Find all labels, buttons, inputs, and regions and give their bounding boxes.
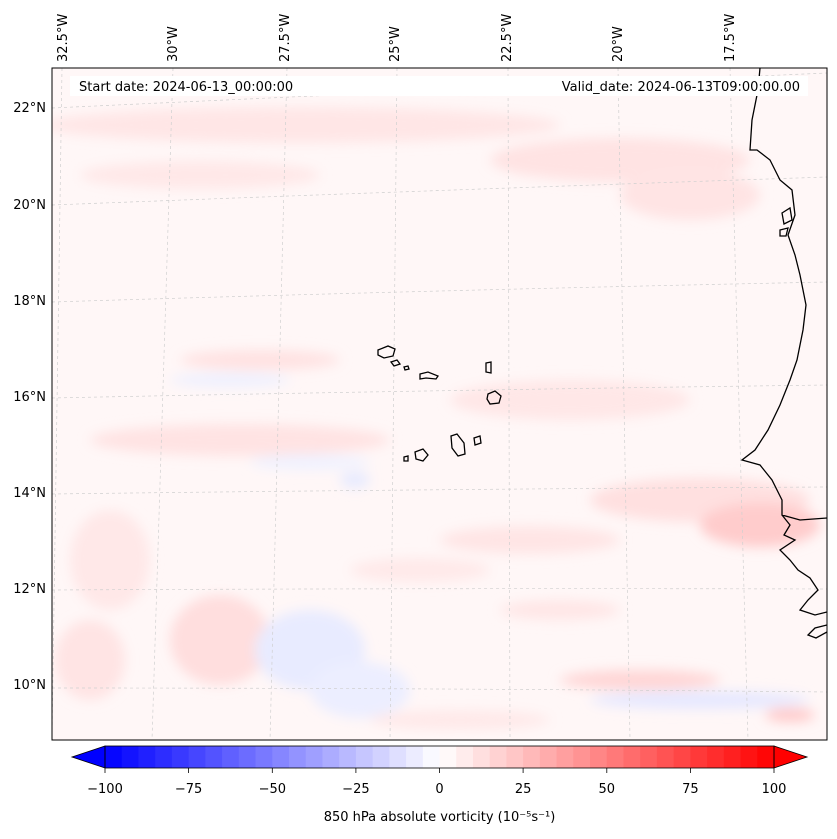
lat-label-12n: 12°N [13,582,46,597]
lon-label-17-5w: 17.5°W [723,14,738,62]
valid-date-text: Valid_date: 2024-06-13T09:00:00.00 [562,80,800,95]
colorbar-tick-label: −100 [87,782,123,797]
island-santa-luzia [403,365,410,371]
lon-label-27-5w: 27.5°W [278,14,293,62]
island-sal [485,361,492,374]
header-info-box [70,76,808,96]
colorbar-cell [105,746,123,768]
lon-label-20w: 20°W [611,26,626,62]
colorbar-cell [640,746,658,768]
coast-islet-2 [779,227,789,237]
island-santiago [450,433,466,457]
colorbar-tick-label: −75 [175,782,202,797]
colorbar: −100 −75 −50 −25 0 25 50 75 100 850 hPa … [70,745,809,825]
lat-label-16n: 16°N [13,390,46,405]
island-sao-nicolau [419,371,439,380]
colorbar-label: 850 hPa absolute vorticity (10⁻⁵s⁻¹) [324,810,556,825]
colorbar-tick-label: −25 [342,782,369,797]
island-brava [403,455,409,462]
colorbar-max-extend-arrow [773,745,809,769]
colorbar-cell [573,746,591,768]
lon-label-25w: 25°W [388,26,403,62]
colorbar-cell [439,746,457,768]
colorbar-ticks [104,768,775,773]
colorbar-cell [355,746,374,768]
colorbar-tick-label: 100 [762,782,787,797]
colorbar-cell [305,746,324,768]
cape-verde-islands [377,345,502,462]
colorbar-cell [322,746,340,768]
colorbar-cell [472,746,491,768]
senegal-gambia-coast [778,514,827,616]
colorbar-cell [272,746,290,768]
colorbar-cell [406,746,424,768]
colorbar-tick-label: 0 [435,782,443,797]
latitude-labels: 22°N 20°N 18°N 16°N 14°N 12°N 10°N [13,101,46,693]
colorbar-cell [456,746,474,768]
lon-label-22-5w: 22.5°W [500,14,515,62]
longitude-labels: 32.5°W 30°W 27.5°W 25°W 22.5°W 20°W 17.5… [56,14,738,62]
colorbar-cell [389,746,407,768]
lat-label-14n: 14°N [13,486,46,501]
colorbar-cell [489,746,508,768]
colorbar-tick-label: 50 [599,782,616,797]
lon-label-32-5w: 32.5°W [56,14,71,62]
colorbar-cell [590,746,608,768]
coastlines [740,68,827,639]
start-date-text: Start date: 2024-06-13_00:00:00 [79,80,293,95]
colorbar-cell [556,746,574,768]
gridlines [52,68,827,740]
colorbar-tick-label: 25 [515,782,532,797]
colorbar-cell [740,746,758,768]
colorbar-cell [138,746,156,768]
colorbar-cell [339,746,357,768]
colorbar-cell [690,746,708,768]
coast-islet-1 [781,206,793,225]
lat-label-10n: 10°N [13,678,46,693]
colorbar-cell [606,746,625,768]
colorbar-cell [372,746,390,768]
island-fogo [414,448,429,462]
colorbar-cell [155,746,173,768]
colorbar-cell [757,746,775,768]
colorbar-cell [539,746,558,768]
colorbar-cell [171,746,190,768]
colorbar-cell [723,746,742,768]
colorbar-cell [707,746,725,768]
colorbar-cell [422,746,441,768]
colorbar-cell [523,746,541,768]
colorbar-cells [105,746,775,768]
island-sao-vicente [389,359,402,367]
colorbar-cell [623,746,641,768]
colorbar-cell [238,746,257,768]
colorbar-cell [506,746,524,768]
island-maio [473,435,482,446]
island-santo-antao [377,345,396,359]
colorbar-cell [222,746,240,768]
colorbar-cell [656,746,675,768]
africa-coastline [740,68,827,521]
lat-label-18n: 18°N [13,294,46,309]
colorbar-cell [188,746,206,768]
colorbar-tick-label: 75 [682,782,699,797]
colorbar-tick-label: −50 [259,782,286,797]
lat-label-22n: 22°N [13,101,46,116]
colorbar-cell [205,746,223,768]
colorbar-cell [673,746,691,768]
lon-label-30w: 30°W [166,26,181,62]
colorbar-cell [288,746,307,768]
colorbar-min-extend-arrow [70,745,106,769]
colorbar-cell [121,746,140,768]
vorticity-field [52,107,820,730]
lat-label-20n: 20°N [13,198,46,213]
colorbar-cell [255,746,273,768]
map-frame [51,67,828,741]
island-boa-vista [486,390,502,405]
guinea-coast [806,624,827,639]
